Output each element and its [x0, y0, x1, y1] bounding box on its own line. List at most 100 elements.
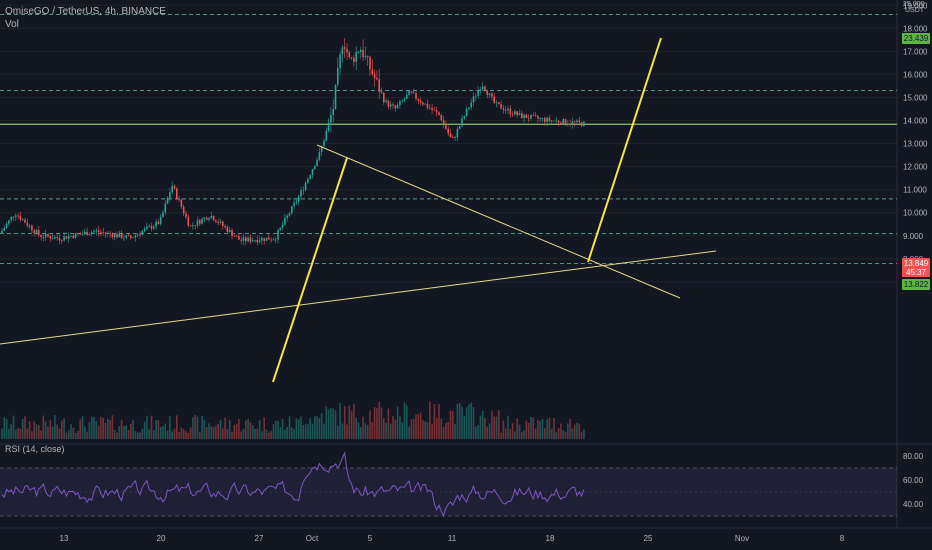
currency-label: USDT	[905, 7, 925, 14]
candle-body	[222, 221, 224, 227]
candle-body	[125, 235, 127, 238]
candle-body	[70, 235, 72, 237]
volume-bar	[458, 403, 461, 439]
candle-body	[500, 104, 502, 109]
volume-bar	[132, 419, 134, 439]
candle-body	[228, 230, 231, 232]
volume-bar	[270, 430, 272, 439]
candle-body	[203, 217, 206, 219]
volume-bar	[166, 430, 169, 439]
candle-body	[350, 57, 353, 58]
rsi-label[interactable]: RSI (14, close)	[5, 444, 65, 454]
candle-body	[196, 220, 199, 226]
candle-body	[65, 236, 68, 239]
candle-body	[201, 218, 203, 224]
candle-body	[288, 213, 291, 216]
volume-bar	[74, 432, 77, 439]
price-tick-label: 18.000	[903, 24, 928, 33]
date-tick-label: 13	[60, 534, 69, 543]
volume-bar	[406, 405, 408, 439]
candle-body	[56, 236, 58, 238]
volume-bar	[521, 431, 523, 439]
volume-bar	[433, 404, 436, 439]
candle-body	[120, 233, 123, 239]
candle-body	[208, 218, 210, 220]
candle-body	[447, 128, 449, 134]
volume-bar	[518, 424, 521, 439]
volume-bar	[355, 417, 357, 439]
volume-bar	[419, 412, 422, 439]
candle-body	[141, 231, 144, 235]
candle-body	[217, 222, 219, 224]
volume-bar	[35, 424, 38, 439]
candle-body	[166, 197, 169, 204]
volume-bar	[357, 422, 360, 439]
candle-body	[72, 235, 75, 238]
volume-bar	[507, 415, 509, 439]
volume-bar	[366, 425, 369, 439]
volume-bar	[182, 429, 185, 439]
volume-bar	[240, 431, 242, 439]
candle-body	[153, 226, 155, 229]
candle-body	[445, 123, 447, 129]
candle-body	[58, 237, 61, 241]
ascending-trendline	[0, 250, 717, 345]
candle-body	[284, 218, 286, 225]
candle-body	[396, 104, 399, 109]
candle-body	[182, 206, 185, 214]
symbol-label[interactable]: OmiseGO / TetherUS, 4h, BINANCE	[5, 6, 166, 17]
volume-bar	[286, 426, 288, 439]
volume-bar	[284, 429, 286, 439]
volume-bar	[49, 419, 52, 439]
volume-bar	[26, 428, 29, 439]
volume-bar	[318, 417, 321, 439]
candle-body	[272, 239, 275, 241]
candle-body	[452, 137, 454, 139]
candle-body	[343, 47, 346, 49]
chart-legend: OmiseGO / TetherUS, 4h, BINANCE Vol	[5, 5, 166, 31]
candle-body	[116, 234, 118, 238]
volume-bar	[217, 423, 219, 439]
candle-body	[387, 100, 390, 107]
volume-bar	[63, 418, 65, 439]
candle-body	[146, 226, 148, 229]
candle-body	[442, 120, 445, 124]
candle-body	[5, 223, 8, 228]
volume-bar	[307, 424, 309, 439]
candle-body	[224, 226, 226, 228]
volume-bar	[440, 418, 443, 439]
candle-body	[385, 100, 387, 103]
candle-body	[219, 221, 222, 224]
candle-body	[263, 238, 265, 241]
volume-bar	[360, 426, 362, 439]
volume-bar	[325, 406, 328, 439]
candle-body	[97, 230, 100, 233]
candle-body	[86, 231, 88, 236]
volume-bar	[449, 410, 452, 439]
candle-body	[226, 227, 229, 232]
candle-body	[130, 235, 132, 238]
volume-bar	[337, 425, 339, 439]
candle-body	[297, 196, 300, 202]
volume-bar	[93, 416, 95, 439]
volume-bar	[176, 415, 178, 439]
candle-body	[406, 94, 408, 99]
current-price-value: 13.849	[903, 259, 929, 268]
volume-bar	[258, 419, 261, 439]
candle-body	[256, 240, 259, 243]
candle-body	[580, 122, 583, 127]
volume-bar	[396, 406, 399, 439]
candle-body	[67, 236, 70, 239]
candle-body	[104, 232, 107, 234]
candle-body	[539, 118, 541, 120]
candle-body	[376, 78, 378, 80]
candle-body	[509, 108, 512, 114]
volume-label[interactable]: Vol	[5, 19, 19, 30]
volume-bar	[383, 418, 385, 439]
candle-body	[495, 102, 498, 104]
volume-bar	[157, 420, 160, 439]
candle-body	[438, 112, 440, 115]
candle-body	[231, 230, 233, 236]
